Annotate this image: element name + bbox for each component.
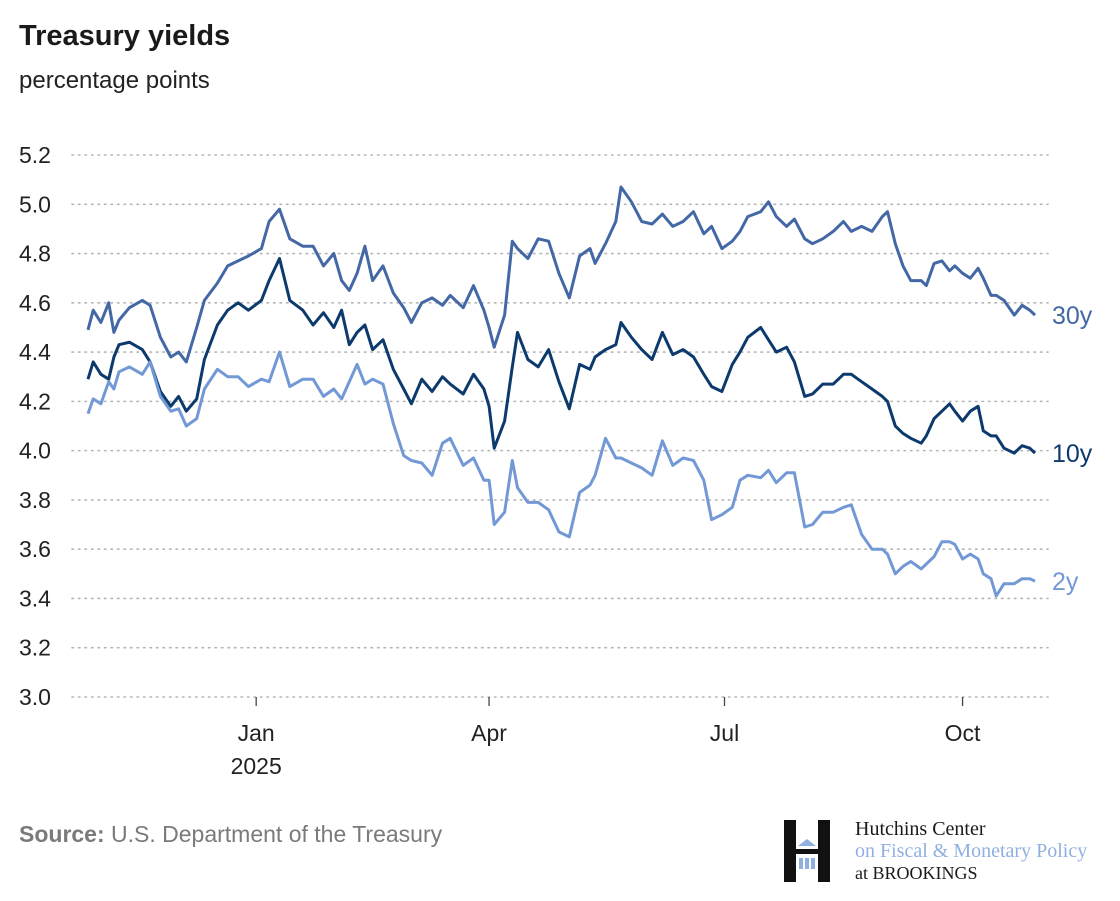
chart-title: Treasury yields <box>19 20 231 52</box>
y-tick-label: 4.2 <box>19 388 51 414</box>
source-note: Source: U.S. Department of the Treasury <box>19 821 442 848</box>
y-tick-label: 4.6 <box>19 290 51 316</box>
series-label-10y: 10y <box>1052 440 1093 468</box>
series-lines <box>86 185 1037 598</box>
series-line-10y <box>86 257 1037 455</box>
hutchins-brookings-logo: Hutchins Center on Fiscal & Monetary Pol… <box>782 818 1112 884</box>
source-label: Source: <box>19 821 105 847</box>
y-tick-label: 4.0 <box>19 438 51 464</box>
x-tick-label: Jul <box>710 720 739 746</box>
x-tick-label: Jan <box>238 720 275 746</box>
hutchins-h-logo-icon <box>784 820 830 882</box>
x-tick-label: Apr <box>471 720 507 746</box>
y-tick-label: 4.4 <box>19 339 51 365</box>
y-tick-label: 3.0 <box>19 684 51 710</box>
series-label-2y: 2y <box>1052 568 1079 596</box>
y-tick-label: 3.6 <box>19 536 51 562</box>
logo-line-2: on Fiscal & Monetary Policy <box>855 840 1088 862</box>
logo-line-1: Hutchins Center <box>855 818 986 840</box>
series-labels: 30y 10y 2y <box>1052 302 1093 596</box>
y-axis-ticks: 3.0 3.2 3.4 3.6 3.8 4.0 4.2 4.4 4.6 4.8 5.0 5.2 <box>19 142 51 710</box>
source-text: U.S. Department of the Treasury <box>111 821 443 847</box>
series-line-30y <box>86 185 1037 364</box>
x-tick-label: Oct <box>945 720 981 746</box>
series-label-30y: 30y <box>1052 302 1093 330</box>
y-tick-label: 5.0 <box>19 191 51 217</box>
y-tick-label: 3.2 <box>19 635 51 661</box>
y-tick-label: 4.8 <box>19 241 51 267</box>
y-tick-label: 3.4 <box>19 585 51 611</box>
x-tick-sublabel: 2025 <box>231 753 282 779</box>
chart-subtitle: percentage points <box>19 67 210 94</box>
series-line-2y <box>86 350 1036 598</box>
y-tick-label: 5.2 <box>19 142 51 168</box>
gridlines <box>71 154 1049 698</box>
y-tick-label: 3.8 <box>19 487 51 513</box>
logo-line-3: at BROOKINGS <box>855 863 978 883</box>
line-chart: 3.0 3.2 3.4 3.6 3.8 4.0 4.2 4.4 4.6 4.8 5.0 5.2 Jan… <box>19 142 1093 779</box>
x-axis-ticks: Jan 2025 Apr Jul Oct <box>231 697 981 779</box>
